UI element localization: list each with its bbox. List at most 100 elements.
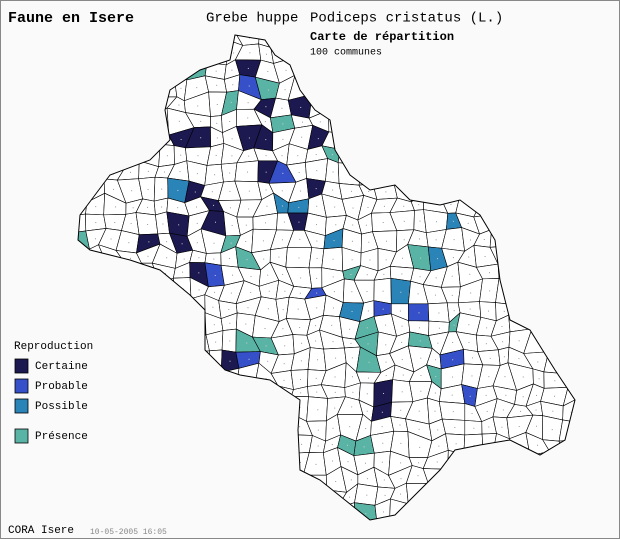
commune-dot [470,292,472,294]
commune-dot [518,340,520,342]
commune-dot [352,207,354,209]
commune-dot [367,310,369,312]
commune-dot [281,155,283,157]
commune-dot [300,392,302,394]
commune-dot [178,104,180,106]
commune-dot [472,357,474,359]
commune-dot [317,429,319,431]
commune-dot [267,360,269,362]
commune-dot [214,174,216,176]
commune [441,418,466,436]
commune-dot [349,496,351,498]
commune-dot [284,345,286,347]
commune-dot [130,223,132,225]
commune-dot [335,481,337,483]
commune-dot [368,361,370,363]
commune-dot [333,307,335,309]
commune-dot [283,221,285,223]
commune-dot [385,361,387,363]
commune-dot [215,154,217,156]
commune-dot [319,121,321,123]
commune-dot [181,243,183,245]
commune [308,247,325,269]
commune-dot [228,308,230,310]
commune-dot [162,223,164,225]
commune [325,158,340,184]
commune-dot [248,85,250,87]
commune-dot [161,206,163,208]
commune-dot [213,242,215,244]
commune-dot [469,308,471,310]
commune-dot [315,224,317,226]
commune-dot [247,117,249,119]
commune-dot [196,87,198,89]
legend: Certaine Probable Possible Présence [14,358,88,444]
commune-dot [434,410,436,412]
commune-dot [196,222,198,224]
commune-dot [366,393,368,395]
commune-dot [177,189,179,191]
commune-dot [212,306,214,308]
commune [234,160,259,183]
commune-dot [315,340,317,342]
commune-dot [263,258,265,260]
commune-dot [281,205,283,207]
commune-dot [250,276,252,278]
commune-dot [522,376,524,378]
commune-dot [265,378,267,380]
commune-dot [488,310,490,312]
commune-dot [518,358,520,360]
commune-dot [350,190,352,192]
commune [438,401,466,421]
commune-dot [452,220,454,222]
commune-dot [233,52,235,54]
commune-count: 100 communes [310,48,382,59]
commune-dot [399,310,401,312]
commune-dot [451,294,453,296]
commune-dot [197,105,199,107]
commune-dot [419,446,421,448]
commune-dot [384,494,386,496]
commune-dot [385,259,387,261]
commune-dot [147,189,149,191]
commune-dot [484,255,486,257]
commune-dot [332,171,334,173]
commune-dot [317,445,319,447]
commune-dot [400,409,402,411]
commune-dot [437,429,439,431]
commune-dot [250,291,252,293]
commune-dot [216,84,218,86]
commune-dot [403,205,405,207]
commune-dot [351,291,353,293]
commune-dot [315,377,317,379]
commune [290,369,309,390]
commune-dot [316,240,318,242]
commune-dot [198,289,200,291]
commune-dot [315,325,317,327]
commune-dot [554,380,556,382]
commune-dot [489,272,491,274]
commune-dot [366,478,368,480]
commune-dot [110,238,112,240]
commune-dot [503,310,505,312]
commune-dot [505,394,507,396]
commune-dot [282,273,284,275]
commune-dot [315,188,317,190]
commune-dot [400,478,402,480]
commune-dot [437,258,439,260]
commune-dot [283,379,285,381]
commune-dot [333,291,335,293]
commune-dot [436,221,438,223]
commune-dot [299,292,301,294]
commune-dot [366,494,368,496]
commune-dot [452,257,454,259]
commune-dot [267,89,269,91]
commune-dot [418,327,420,329]
commune-dot [452,376,454,378]
commune-dot [230,101,232,103]
commune-dot [537,361,539,363]
commune-dot [385,240,387,242]
commune-dot [331,324,333,326]
commune-dot [351,240,353,242]
commune-dot [382,308,384,310]
